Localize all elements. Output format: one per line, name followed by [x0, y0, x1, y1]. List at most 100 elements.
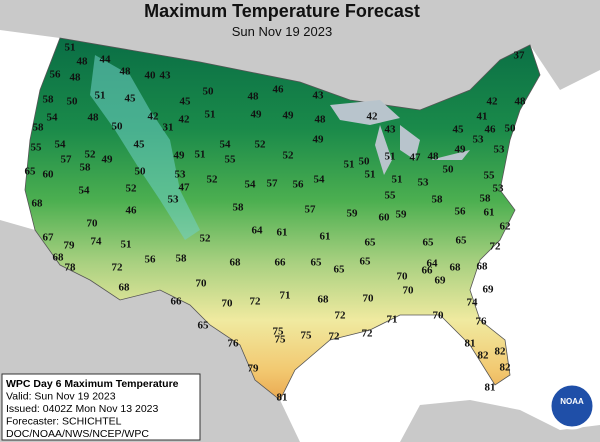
temperature-label: 41	[477, 111, 488, 123]
temperature-label: 54	[220, 139, 232, 151]
temperature-label: 60	[379, 212, 391, 224]
temperature-label: 69	[435, 275, 447, 287]
temperature-label: 56	[50, 69, 62, 81]
temperature-label: 50	[67, 96, 79, 108]
temperature-label: 71	[387, 314, 398, 326]
temperature-label: 58	[432, 194, 444, 206]
temperature-label: 65	[311, 257, 323, 269]
temperature-label: 59	[396, 209, 408, 221]
temperature-label: 46	[485, 124, 497, 136]
temperature-label: 75	[301, 330, 313, 342]
temperature-label: 51	[205, 109, 216, 121]
temperature-label: 49	[455, 144, 467, 156]
temperature-label: 76	[228, 338, 240, 350]
temperature-label: 64	[252, 225, 264, 237]
temperature-label: 53	[493, 183, 505, 195]
temperature-label: 70	[363, 293, 375, 305]
temperature-label: 50	[112, 121, 124, 133]
temperature-label: 68	[450, 262, 462, 274]
temperature-label: 82	[500, 362, 512, 374]
temperature-label: 42	[179, 114, 191, 126]
temperature-label: 52	[200, 233, 212, 245]
temperature-label: 68	[230, 257, 242, 269]
temperature-label: 48	[428, 151, 440, 163]
temperature-label: 45	[134, 139, 146, 151]
temperature-label: 65	[360, 256, 372, 268]
temperature-label: 52	[255, 139, 267, 151]
temperature-label: 52	[207, 174, 219, 186]
temperature-label: 56	[145, 254, 157, 266]
temperature-label: 72	[490, 241, 502, 253]
temperature-label: 48	[70, 72, 82, 84]
temperature-label: 68	[119, 282, 131, 294]
temperature-label: 49	[251, 109, 263, 121]
temperature-label: 68	[53, 252, 65, 264]
temperature-label: 52	[126, 183, 138, 195]
temperature-label: 58	[33, 122, 45, 134]
temperature-label: 72	[250, 296, 262, 308]
temperature-label: 62	[500, 221, 512, 233]
temperature-label: 66	[275, 257, 287, 269]
temperature-label: 58	[176, 253, 188, 265]
temperature-label: 57	[61, 154, 73, 166]
temperature-label: 65	[198, 320, 210, 332]
temperature-label: 42	[367, 111, 379, 123]
temperature-label: 50	[443, 164, 455, 176]
temperature-label: 61	[277, 227, 288, 239]
temperature-label: 65	[25, 166, 37, 178]
temperature-label: 53	[175, 169, 187, 181]
temperature-label: 50	[135, 166, 147, 178]
temperature-label: 68	[32, 198, 44, 210]
temperature-label: 43	[160, 70, 172, 82]
temperature-label: 46	[126, 205, 138, 217]
temperature-label: 65	[365, 237, 377, 249]
temperature-label: 65	[456, 235, 468, 247]
temperature-label: 70	[196, 278, 208, 290]
temperature-label: 53	[494, 144, 506, 156]
temperature-label: 81	[465, 338, 476, 350]
temperature-label: 50	[203, 86, 215, 98]
temperature-label: 74	[91, 236, 103, 248]
temperature-label: 45	[125, 93, 137, 105]
temperature-label: 71	[280, 290, 291, 302]
temperature-label: 57	[305, 204, 317, 216]
temperature-label: 54	[55, 139, 67, 151]
temperature-label: 72	[112, 262, 124, 274]
temperature-label: 50	[359, 156, 371, 168]
temperature-label: 65	[334, 264, 346, 276]
temperature-label: 55	[225, 154, 237, 166]
temperature-label: 53	[168, 194, 180, 206]
temperature-label: 49	[174, 150, 186, 162]
temperature-label: 54	[79, 185, 91, 197]
temperature-label: 51	[95, 90, 106, 102]
temperature-label: 49	[283, 110, 295, 122]
temperature-label: 55	[385, 190, 397, 202]
temperature-label: 82	[478, 350, 490, 362]
cold-region	[90, 55, 200, 240]
temperature-label: 48	[515, 96, 527, 108]
info-line: DOC/NOAA/NWS/NCEP/WPC	[6, 428, 149, 440]
temperature-label: 48	[315, 114, 327, 126]
temperature-label: 79	[64, 240, 76, 252]
temperature-label: 79	[248, 363, 260, 375]
temperature-label: 70	[222, 298, 234, 310]
temperature-label: 67	[43, 232, 55, 244]
temperature-label: 55	[484, 170, 496, 182]
info-line: Forecaster: SCHICHTEL	[6, 416, 122, 428]
temperature-label: 68	[318, 294, 330, 306]
temperature-label: 72	[362, 328, 374, 340]
info-line: Issued: 0402Z Mon Nov 13 2023	[6, 403, 159, 415]
temperature-label: 56	[455, 206, 467, 218]
temperature-label: 52	[283, 150, 295, 162]
temperature-label: 75	[275, 334, 287, 346]
canada	[0, 0, 600, 110]
temperature-label: 74	[467, 297, 479, 309]
temperature-label: 81	[485, 382, 496, 394]
temperature-label: 51	[385, 151, 396, 163]
info-box	[1, 373, 201, 441]
cuba	[400, 400, 600, 442]
temperature-label: 57	[267, 178, 279, 190]
temperature-label: 50	[505, 123, 517, 135]
temperature-label: 51	[365, 169, 376, 181]
